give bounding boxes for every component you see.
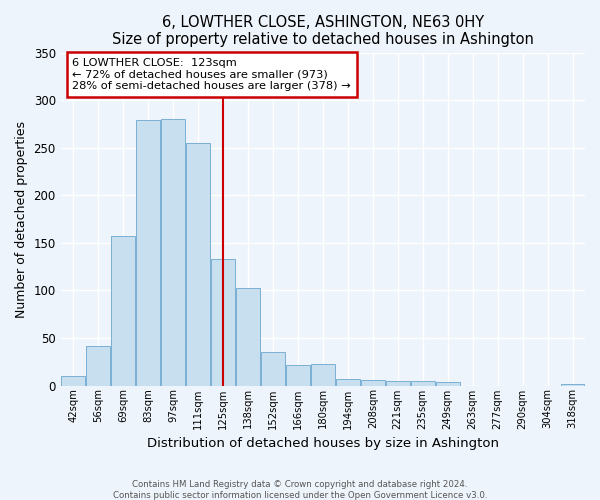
Bar: [111, 236, 135, 386]
Bar: [161, 120, 185, 386]
Text: 6 LOWTHER CLOSE:  123sqm
← 72% of detached houses are smaller (973)
28% of semi-: 6 LOWTHER CLOSE: 123sqm ← 72% of detache…: [72, 58, 351, 91]
Bar: [136, 120, 160, 386]
Bar: [261, 352, 285, 386]
Bar: [311, 364, 335, 386]
Bar: [386, 381, 410, 386]
Bar: [361, 380, 385, 386]
Title: 6, LOWTHER CLOSE, ASHINGTON, NE63 0HY
Size of property relative to detached hous: 6, LOWTHER CLOSE, ASHINGTON, NE63 0HY Si…: [112, 15, 534, 48]
Bar: [211, 259, 235, 386]
Bar: [560, 384, 584, 386]
Bar: [236, 288, 260, 386]
Bar: [336, 379, 359, 386]
Bar: [186, 143, 210, 386]
Bar: [86, 346, 110, 386]
Bar: [61, 376, 85, 386]
Text: Contains HM Land Registry data © Crown copyright and database right 2024.
Contai: Contains HM Land Registry data © Crown c…: [113, 480, 487, 500]
Bar: [411, 381, 434, 386]
X-axis label: Distribution of detached houses by size in Ashington: Distribution of detached houses by size …: [147, 437, 499, 450]
Y-axis label: Number of detached properties: Number of detached properties: [15, 120, 28, 318]
Bar: [286, 364, 310, 386]
Bar: [436, 382, 460, 386]
